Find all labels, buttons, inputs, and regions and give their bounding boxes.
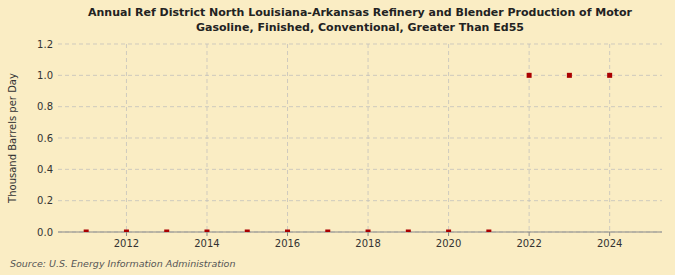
point (406, 230, 411, 233)
x-tick (448, 232, 449, 236)
point (567, 73, 572, 78)
x-grid-line (609, 44, 610, 232)
x-tick-label: 2020 (436, 238, 461, 249)
x-tick-label: 2018 (355, 238, 380, 249)
x-tick (368, 232, 369, 236)
x-axis-line (58, 232, 662, 233)
point (245, 230, 250, 233)
y-tick-label: 0.4 (37, 164, 53, 175)
x-grid-line (206, 44, 207, 232)
x-grid-line (448, 44, 449, 232)
x-tick-label: 2016 (275, 238, 300, 249)
point (204, 230, 209, 233)
point (486, 230, 491, 233)
point (285, 230, 290, 233)
y-grid-line (58, 106, 662, 107)
x-grid-line (287, 44, 288, 232)
x-grid-line (529, 44, 530, 232)
point (366, 230, 371, 233)
point (124, 230, 129, 233)
point (527, 73, 532, 78)
chart-container: 0.0 0.2 0.4 0.6 0.8 1.0 1.2 2012 2014 2016 2018 202… (0, 0, 675, 275)
y-grid-line (58, 232, 662, 233)
x-tick (287, 232, 288, 236)
point (607, 73, 612, 78)
chart: 0.0 0.2 0.4 0.6 0.8 1.0 1.2 2012 2014 2016 2018 202… (0, 0, 675, 275)
y-grid-line (58, 200, 662, 201)
grid (58, 44, 662, 232)
y-grid-line (58, 169, 662, 170)
point (84, 230, 89, 233)
point (164, 230, 169, 233)
x-tick-label: 2014 (194, 238, 219, 249)
y-tick-label: 0.0 (37, 227, 53, 238)
data-points (84, 73, 612, 232)
y-tick-label: 0.8 (37, 101, 53, 112)
source: Source: U.S. Energy Information Administ… (10, 258, 235, 269)
y-tick-label: 0.6 (37, 133, 53, 144)
point (325, 230, 330, 233)
x-tick-label: 2024 (597, 238, 622, 249)
y-tick-label: 0.2 (37, 195, 53, 206)
y-axis-label: Thousand Barrels per Day (7, 73, 18, 204)
axes: 0.0 0.2 0.4 0.6 0.8 1.0 1.2 2012 2014 2016 2018 202… (37, 39, 662, 250)
x-tick (126, 232, 127, 236)
x-tick (206, 232, 207, 236)
x-grid-line (368, 44, 369, 232)
x-tick-label: 2022 (516, 238, 541, 249)
y-grid-line (58, 44, 662, 45)
x-tick (609, 232, 610, 236)
x-grid-line (126, 44, 127, 232)
y-tick-label: 1.2 (37, 39, 53, 50)
point (446, 230, 451, 233)
x-tick (529, 232, 530, 236)
y-tick-label: 1.0 (37, 70, 53, 81)
x-tick-label: 2012 (114, 238, 139, 249)
y-grid-line (58, 138, 662, 139)
title: Annual Ref District North Louisiana-Arka… (88, 6, 633, 34)
